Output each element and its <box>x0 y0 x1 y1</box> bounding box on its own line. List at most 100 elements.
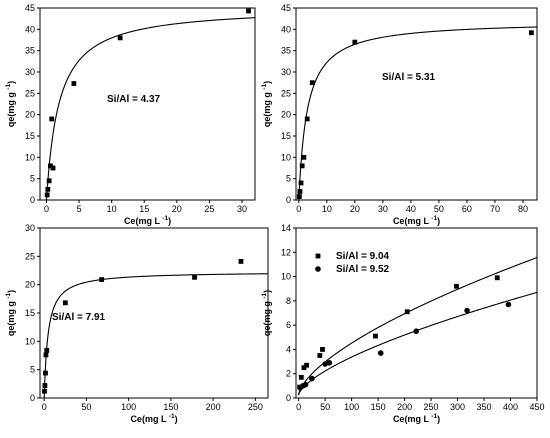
x-tick-label: 400 <box>503 402 518 412</box>
x-tick-label: 450 <box>529 402 544 412</box>
x-tick-label: 350 <box>477 402 492 412</box>
data-point <box>464 307 470 314</box>
data-point <box>46 178 52 184</box>
data-point <box>99 277 105 282</box>
x-tick-label: 0 <box>296 204 301 214</box>
y-tick-label: 6 <box>286 320 291 330</box>
x-axis-label: Ce(mg L -1) <box>393 215 440 226</box>
plot-frame <box>295 7 538 201</box>
x-tick-label: 200 <box>206 402 221 412</box>
x-tick-label: 50 <box>434 204 444 214</box>
y-tick-label: 15 <box>281 131 291 141</box>
fit-curve <box>43 273 268 398</box>
chart-panel-si-al-7-91: 0 50 100 150 200 250 0 5 10 15 20 25 30 Ce(mg L -1) qe… <box>5 223 269 424</box>
y-tick-label: 8 <box>286 296 291 306</box>
y-tick-label: 20 <box>281 110 291 120</box>
y-axis-label: qe(mg g -1) <box>261 81 272 127</box>
data-point <box>317 353 323 358</box>
annotation-label: Si/Al = 7.91 <box>52 312 106 323</box>
y-axis-label: qe(mg g -1) <box>261 290 272 336</box>
y-tick-label: 10 <box>25 336 35 346</box>
y-tick-label: 45 <box>281 3 291 13</box>
data-point <box>48 163 53 169</box>
data-point <box>528 30 534 36</box>
x-tick-label: 0 <box>44 204 49 214</box>
data-point <box>44 192 50 198</box>
x-tick-label: 10 <box>107 204 117 214</box>
data-point <box>413 328 420 335</box>
data-point <box>320 347 325 352</box>
fit-curve <box>298 26 537 200</box>
y-tick-label: 40 <box>281 24 291 34</box>
y-tick-label: 35 <box>25 46 35 56</box>
x-tick-label: 10 <box>322 204 332 214</box>
data-point <box>297 189 303 194</box>
y-tick-label: 10 <box>281 272 291 282</box>
annotation-label: Si/Al = 5.31 <box>382 72 436 83</box>
x-tick-label: 40 <box>406 204 416 214</box>
data-point <box>49 116 55 122</box>
data-point <box>298 374 304 380</box>
data-point <box>192 274 197 280</box>
data-point <box>42 383 48 388</box>
y-tick-label: 14 <box>281 223 291 233</box>
y-tick-label: 5 <box>286 174 291 184</box>
chart-panel-si-al-4-37: 0 5 10 15 20 25 30 0 5 10 15 20 25 30 35 40 45 Ce(mg L -1… <box>5 3 256 226</box>
y-tick-label: 0 <box>286 195 291 205</box>
x-tick-label: 50 <box>81 402 91 412</box>
x-tick-label: 0 <box>296 402 301 412</box>
data-point <box>44 348 50 353</box>
y-tick-label: 30 <box>281 67 291 77</box>
x-tick-label: 50 <box>320 402 330 412</box>
y-tick-label: 10 <box>25 152 35 162</box>
x-tick-label: 250 <box>424 402 439 412</box>
data-point <box>309 375 315 382</box>
data-point <box>42 388 47 394</box>
legend-label: Si/Al = 9.52 <box>336 264 390 275</box>
data-point <box>373 333 378 339</box>
data-point <box>304 116 310 122</box>
y-tick-label: 4 <box>286 344 291 354</box>
x-tick-label: 150 <box>371 402 386 412</box>
data-point <box>352 39 358 45</box>
x-tick-label: 100 <box>344 402 359 412</box>
x-tick-label: 30 <box>378 204 388 214</box>
chart-panel-si-al-9-04-9-52: 0 50 100 150 200 250 300 350 400 450 0 2 4 6 8 10 12 14 Ce… <box>261 223 545 424</box>
y-tick-label: 2 <box>286 369 291 379</box>
legend-label: Si/Al = 9.04 <box>336 251 390 262</box>
x-tick-label: 300 <box>450 402 465 412</box>
y-tick-label: 35 <box>281 46 291 56</box>
y-tick-label: 25 <box>25 251 35 261</box>
annotation-label: Si/Al = 4.37 <box>107 94 161 105</box>
y-tick-label: 5 <box>30 365 35 375</box>
data-point <box>62 300 68 306</box>
data-point <box>50 165 56 171</box>
x-tick-label: 15 <box>139 204 149 214</box>
y-tick-label: 30 <box>25 67 35 77</box>
data-point <box>377 350 384 356</box>
data-point <box>322 361 328 367</box>
data-point <box>298 180 304 186</box>
data-point <box>304 362 309 368</box>
data-point <box>454 283 459 289</box>
data-point <box>238 259 244 264</box>
x-tick-label: 80 <box>518 204 528 214</box>
x-tick-label: 150 <box>163 402 178 412</box>
y-tick-label: 40 <box>25 24 35 34</box>
x-tick-label: 200 <box>397 402 412 412</box>
y-tick-label: 15 <box>25 131 35 141</box>
data-point <box>309 80 315 86</box>
y-tick-label: 45 <box>25 3 35 13</box>
data-point <box>296 194 302 199</box>
fit-curve-series-0 <box>298 257 537 395</box>
data-point <box>301 365 307 371</box>
legend-marker <box>315 253 321 259</box>
data-point <box>505 301 512 308</box>
data-point <box>494 275 500 281</box>
y-tick-label: 0 <box>286 393 291 403</box>
legend-marker <box>315 266 321 272</box>
data-point <box>117 35 123 41</box>
y-tick-label: 5 <box>30 174 35 184</box>
y-tick-label: 20 <box>25 280 35 290</box>
